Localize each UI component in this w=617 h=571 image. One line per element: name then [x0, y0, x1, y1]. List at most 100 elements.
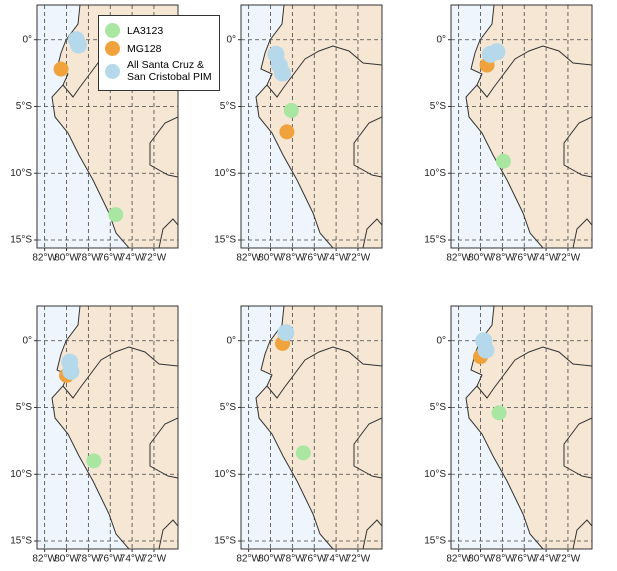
x-tick-label: 72°W	[556, 253, 581, 264]
point	[279, 124, 295, 140]
x-tick-label: 72°W	[346, 253, 371, 264]
x-tick-label: 74°W	[534, 554, 559, 565]
x-tick-label: 72°W	[346, 554, 371, 565]
legend-swatch	[105, 23, 120, 38]
y-tick-label: 0°	[436, 335, 446, 346]
point	[70, 36, 88, 54]
x-tick-label: 78°W	[490, 253, 515, 264]
x-tick-label: 78°W	[280, 554, 305, 565]
y-tick-label: 0°	[22, 335, 32, 346]
y-tick-label: 10°S	[214, 168, 236, 179]
y-tick-label: 15°S	[424, 235, 446, 246]
map-area	[451, 5, 592, 248]
x-tick-label: 78°W	[76, 554, 101, 565]
basemap	[241, 306, 382, 549]
x-tick-label: 76°W	[98, 554, 123, 565]
basemap	[451, 306, 592, 549]
y-tick-label: 5°S	[430, 402, 447, 413]
point	[53, 61, 69, 77]
y-tick-label: 0°	[436, 34, 446, 45]
x-tick-label: 82°W	[446, 554, 471, 565]
y-tick-label: 5°S	[430, 101, 447, 112]
x-tick-label: 78°W	[76, 253, 101, 264]
basemap	[37, 306, 178, 549]
map-panel: 82°W80°W78°W76°W74°W72°W 0° 5°S 10°S 15°S	[424, 305, 593, 565]
y-tick-label: 10°S	[424, 168, 446, 179]
y-tick-label: 15°S	[214, 536, 236, 547]
point	[108, 207, 124, 223]
x-tick-label: 74°W	[120, 554, 145, 565]
frame	[36, 305, 179, 550]
x-tick-label: 80°W	[468, 253, 493, 264]
legend-item: LA3123	[105, 23, 219, 38]
legend-item: All Santa Cruz & San Cristobal PIM	[105, 59, 219, 83]
y-tick-label: 5°S	[220, 402, 237, 413]
y-tick-label: 15°S	[10, 536, 32, 547]
x-tick-label: 80°W	[258, 554, 283, 565]
x-tick-label: 78°W	[280, 253, 305, 264]
map-area	[451, 306, 592, 549]
frame	[240, 305, 383, 550]
point	[62, 362, 80, 380]
y-tick-label: 0°	[226, 335, 236, 346]
legend-label: All Santa Cruz & San Cristobal PIM	[127, 59, 212, 83]
x-tick-label: 76°W	[302, 554, 327, 565]
y-tick-label: 10°S	[10, 469, 32, 480]
x-tick-label: 74°W	[534, 253, 559, 264]
point	[477, 341, 495, 359]
x-tick-label: 74°W	[324, 554, 349, 565]
x-tick-label: 78°W	[490, 554, 515, 565]
y-tick-label: 5°S	[16, 402, 33, 413]
legend-label: LA3123	[127, 24, 164, 37]
x-tick-label: 82°W	[236, 253, 261, 264]
basemap	[451, 5, 592, 248]
y-tick-label: 0°	[226, 34, 236, 45]
map-area	[37, 5, 178, 248]
x-tick-label: 80°W	[258, 253, 283, 264]
x-tick-label: 76°W	[512, 554, 537, 565]
x-tick-label: 72°W	[556, 554, 581, 565]
legend-swatch	[105, 41, 120, 56]
x-tick-label: 76°W	[302, 253, 327, 264]
x-tick-label: 82°W	[32, 554, 57, 565]
map-panel: 82°W80°W78°W76°W74°W72°W 0° 5°S 10°S 15°S	[10, 305, 179, 565]
point	[86, 453, 102, 469]
x-tick-label: 74°W	[324, 253, 349, 264]
map-area	[37, 306, 178, 549]
y-tick-label: 5°S	[16, 101, 33, 112]
x-tick-label: 80°W	[54, 554, 79, 565]
frame	[240, 4, 383, 249]
legend-label: MG128	[127, 42, 162, 55]
frame	[450, 305, 593, 550]
y-tick-label: 15°S	[424, 536, 446, 547]
point	[488, 43, 506, 61]
map-area	[241, 306, 382, 549]
y-tick-label: 0°	[22, 34, 32, 45]
basemap	[241, 5, 382, 248]
point	[495, 153, 511, 169]
map-area	[241, 5, 382, 248]
x-tick-label: 74°W	[120, 253, 145, 264]
x-tick-label: 76°W	[98, 253, 123, 264]
x-tick-label: 82°W	[236, 554, 261, 565]
x-tick-label: 72°W	[142, 253, 167, 264]
y-tick-label: 10°S	[424, 469, 446, 480]
y-tick-label: 15°S	[10, 235, 32, 246]
y-tick-label: 10°S	[214, 469, 236, 480]
map-panel: 82°W80°W78°W76°W74°W72°W 0° 5°S 10°S 15°S	[214, 4, 383, 264]
x-tick-label: 80°W	[54, 253, 79, 264]
point	[283, 102, 299, 118]
y-tick-label: 10°S	[10, 168, 32, 179]
frame	[36, 4, 179, 249]
x-tick-label: 80°W	[468, 554, 493, 565]
x-tick-label: 72°W	[142, 554, 167, 565]
map-panel: 82°W80°W78°W76°W74°W72°W 0° 5°S 10°S 15°S	[424, 4, 593, 264]
map-panel: 82°W80°W78°W76°W74°W72°W 0° 5°S 10°S 15°S	[10, 4, 179, 264]
x-tick-label: 82°W	[446, 253, 471, 264]
point	[274, 64, 292, 82]
legend-swatch	[105, 63, 120, 79]
map-panel: 82°W80°W78°W76°W74°W72°W 0° 5°S 10°S 15°S	[214, 305, 383, 565]
x-tick-label: 76°W	[512, 253, 537, 264]
